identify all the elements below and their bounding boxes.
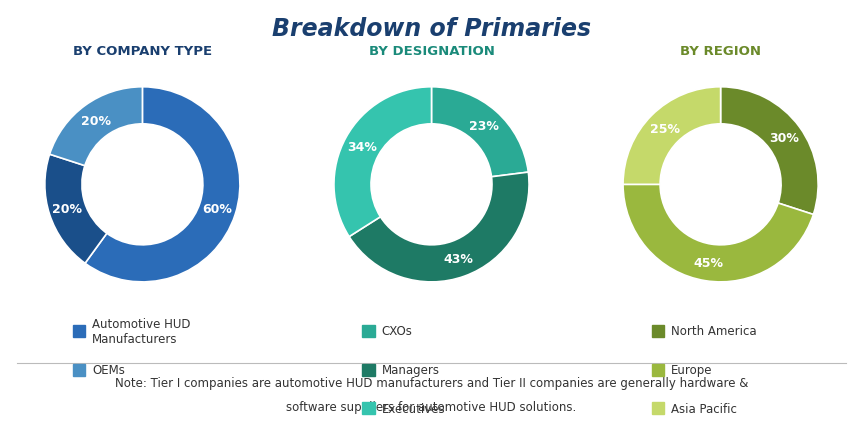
Text: software suppliers for automotive HUD solutions.: software suppliers for automotive HUD so… — [287, 400, 576, 413]
Wedge shape — [49, 88, 142, 166]
Wedge shape — [432, 88, 528, 177]
Text: 30%: 30% — [770, 132, 799, 145]
Text: 23%: 23% — [469, 119, 499, 132]
Text: 34%: 34% — [347, 141, 377, 154]
Wedge shape — [721, 88, 818, 215]
Text: Note: Tier I companies are automotive HUD manufacturers and Tier II companies ar: Note: Tier I companies are automotive HU… — [115, 376, 748, 389]
Text: BY REGION: BY REGION — [680, 45, 761, 58]
Text: Asia Pacific: Asia Pacific — [671, 402, 736, 415]
Text: Automotive HUD
Manufacturers: Automotive HUD Manufacturers — [92, 317, 191, 345]
Wedge shape — [623, 88, 721, 185]
Text: BY COMPANY TYPE: BY COMPANY TYPE — [72, 45, 212, 58]
Wedge shape — [623, 185, 814, 282]
Text: Europe: Europe — [671, 363, 712, 376]
Text: North America: North America — [671, 325, 756, 338]
Wedge shape — [45, 155, 107, 264]
Text: 43%: 43% — [444, 252, 473, 266]
Text: 60%: 60% — [203, 203, 232, 216]
Text: CXOs: CXOs — [381, 325, 413, 338]
Wedge shape — [334, 88, 432, 237]
Text: BY DESIGNATION: BY DESIGNATION — [369, 45, 494, 58]
Text: 20%: 20% — [53, 203, 82, 216]
Text: OEMs: OEMs — [92, 363, 125, 376]
Text: Managers: Managers — [381, 363, 439, 376]
Text: 45%: 45% — [693, 256, 723, 269]
Wedge shape — [350, 173, 529, 282]
Text: 25%: 25% — [650, 123, 680, 135]
Text: 20%: 20% — [81, 115, 111, 128]
Wedge shape — [85, 88, 240, 282]
Text: Executives: Executives — [381, 402, 445, 415]
Text: Breakdown of Primaries: Breakdown of Primaries — [272, 17, 591, 41]
